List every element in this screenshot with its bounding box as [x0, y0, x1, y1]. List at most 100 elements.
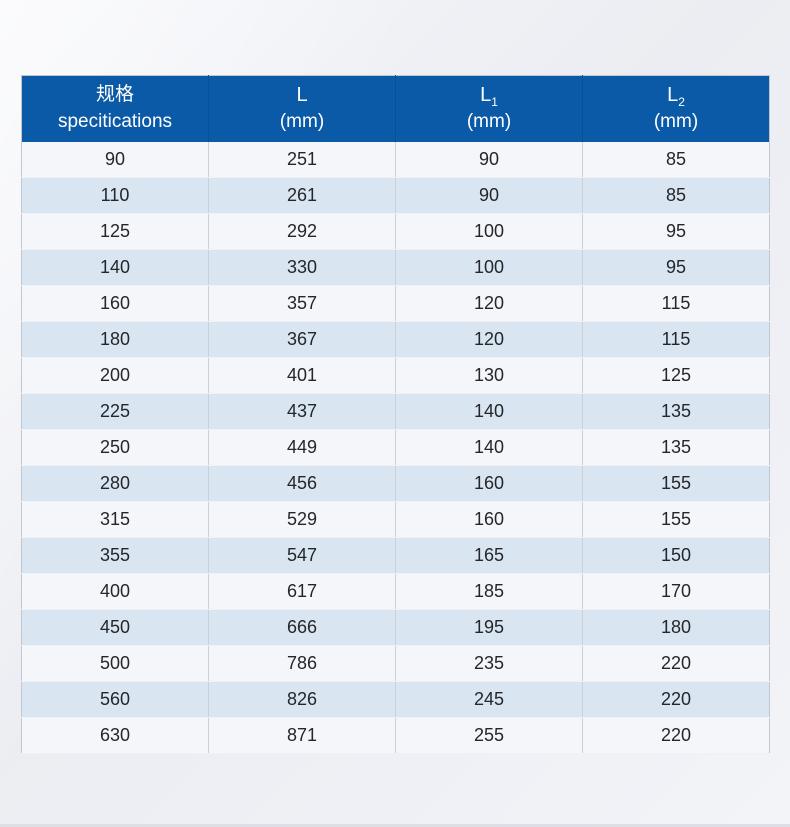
table-cell: 90 [395, 177, 583, 214]
table-row: 315 529 160 155 [21, 501, 770, 538]
table-row: 110 261 90 85 [21, 177, 770, 214]
table-cell: 155 [582, 501, 770, 538]
table-cell: 185 [395, 573, 583, 610]
page-bottom-edge [0, 824, 790, 827]
table-body: 90 251 90 85 110 261 90 85 125 292 100 95 140 330 100 9… [21, 141, 770, 754]
table-cell: 292 [208, 213, 396, 250]
table-cell: 140 [395, 429, 583, 466]
table-cell: 355 [21, 537, 209, 574]
header-symbol-l2: L2 [667, 84, 685, 110]
table-row: 180 367 120 115 [21, 321, 770, 358]
table-row: 225 437 140 135 [21, 393, 770, 430]
table-cell: 666 [208, 609, 396, 646]
header-subscript: 1 [491, 95, 498, 110]
table-cell: 250 [21, 429, 209, 466]
table-cell: 220 [582, 681, 770, 718]
table-cell: 85 [582, 177, 770, 214]
table-row: 280 456 160 155 [21, 465, 770, 502]
table-cell: 456 [208, 465, 396, 502]
table-cell: 135 [582, 429, 770, 466]
table-cell: 357 [208, 285, 396, 322]
table-cell: 547 [208, 537, 396, 574]
header-label-zh: 规格 [95, 84, 134, 106]
table-row: 560 826 245 220 [21, 681, 770, 718]
table-cell: 195 [395, 609, 583, 646]
table-cell: 95 [582, 213, 770, 250]
table-cell: 180 [21, 321, 209, 358]
table-cell: 160 [395, 501, 583, 538]
table-cell: 500 [21, 645, 209, 682]
table-cell: 130 [395, 357, 583, 394]
header-cell-l: L (mm) [208, 75, 396, 142]
table-cell: 401 [208, 357, 396, 394]
table-row: 90 251 90 85 [21, 141, 770, 178]
table-row: 250 449 140 135 [21, 429, 770, 466]
header-row: 规格 specitications L (mm) L1 (mm) L2 (mm) [21, 75, 770, 142]
table-cell: 100 [395, 249, 583, 286]
table-cell: 560 [21, 681, 209, 718]
table-cell: 315 [21, 501, 209, 538]
table-cell: 871 [208, 717, 396, 754]
table-cell: 170 [582, 573, 770, 610]
spec-table: 规格 specitications L (mm) L1 (mm) L2 (mm)… [21, 75, 770, 754]
table-cell: 160 [21, 285, 209, 322]
header-unit-l2: (mm) [653, 111, 699, 133]
table-header: 规格 specitications L (mm) L1 (mm) L2 (mm) [21, 75, 770, 142]
table-cell: 160 [395, 465, 583, 502]
table-cell: 95 [582, 249, 770, 286]
header-cell-specifications: 规格 specitications [21, 75, 209, 142]
table-row: 200 401 130 125 [21, 357, 770, 394]
header-cell-l2: L2 (mm) [582, 75, 770, 142]
header-symbol-l1: L1 [480, 84, 498, 110]
table-cell: 115 [582, 285, 770, 322]
table-cell: 330 [208, 249, 396, 286]
header-label-en: specitications [57, 110, 173, 132]
table-cell: 220 [582, 645, 770, 682]
table-cell: 367 [208, 321, 396, 358]
table-cell: 826 [208, 681, 396, 718]
table-row: 125 292 100 95 [21, 213, 770, 250]
table-cell: 449 [208, 429, 396, 466]
header-cell-l1: L1 (mm) [395, 75, 583, 142]
table-cell: 140 [395, 393, 583, 430]
table-cell: 529 [208, 501, 396, 538]
table-cell: 255 [395, 717, 583, 754]
table-cell: 120 [395, 285, 583, 322]
table-cell: 180 [582, 609, 770, 646]
table-cell: 437 [208, 393, 396, 430]
table-cell: 115 [582, 321, 770, 358]
table-cell: 450 [21, 609, 209, 646]
table-cell: 110 [21, 177, 209, 214]
table-cell: 100 [395, 213, 583, 250]
table-cell: 617 [208, 573, 396, 610]
table-cell: 245 [395, 681, 583, 718]
header-symbol-l: L [296, 84, 308, 107]
table-cell: 140 [21, 249, 209, 286]
table-cell: 135 [582, 393, 770, 430]
table-cell: 125 [582, 357, 770, 394]
table-row: 140 330 100 95 [21, 249, 770, 286]
table-cell: 235 [395, 645, 583, 682]
table-row: 355 547 165 150 [21, 537, 770, 574]
header-unit-l1: (mm) [466, 111, 512, 133]
table-cell: 400 [21, 573, 209, 610]
table-row: 400 617 185 170 [21, 573, 770, 610]
table-row: 160 357 120 115 [21, 285, 770, 322]
table-cell: 85 [582, 141, 770, 178]
table-cell: 220 [582, 717, 770, 754]
table-cell: 261 [208, 177, 396, 214]
table-row: 500 786 235 220 [21, 645, 770, 682]
table-cell: 165 [395, 537, 583, 574]
table-cell: 120 [395, 321, 583, 358]
table-cell: 200 [21, 357, 209, 394]
table-cell: 630 [21, 717, 209, 754]
header-unit-l: (mm) [279, 111, 325, 133]
table-cell: 786 [208, 645, 396, 682]
table-cell: 90 [395, 141, 583, 178]
table-cell: 225 [21, 393, 209, 430]
header-subscript: 2 [678, 95, 685, 110]
table-cell: 280 [21, 465, 209, 502]
table-cell: 155 [582, 465, 770, 502]
table-cell: 251 [208, 141, 396, 178]
